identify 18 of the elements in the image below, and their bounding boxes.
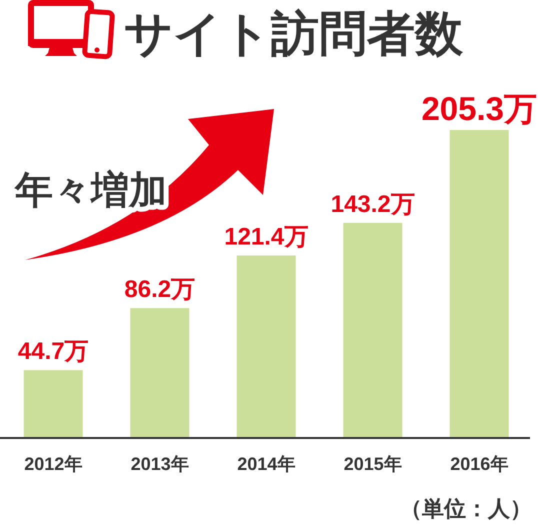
data-label: 143.2万: [330, 190, 415, 218]
bar: [236, 255, 296, 437]
bar: [343, 222, 402, 437]
data-label: 121.4万: [224, 223, 308, 250]
x-tick-label: 2015年: [344, 454, 402, 474]
bar: [24, 370, 83, 437]
data-label: 86.2万: [124, 276, 196, 304]
bar: [130, 308, 190, 437]
chart-title: サイト訪問者数: [124, 8, 464, 61]
annotation: 年々増加: [14, 169, 167, 212]
x-tick-label: 2014年: [237, 454, 296, 474]
bar: [450, 130, 509, 437]
x-tick-label: 2016年: [450, 454, 508, 474]
x-tick-label: 2013年: [130, 454, 189, 474]
data-label: 205.3万: [421, 90, 538, 127]
data-label: 44.7万: [18, 338, 89, 366]
text: （単位：人）: [400, 496, 532, 521]
x-tick-label: 2012年: [24, 454, 82, 474]
